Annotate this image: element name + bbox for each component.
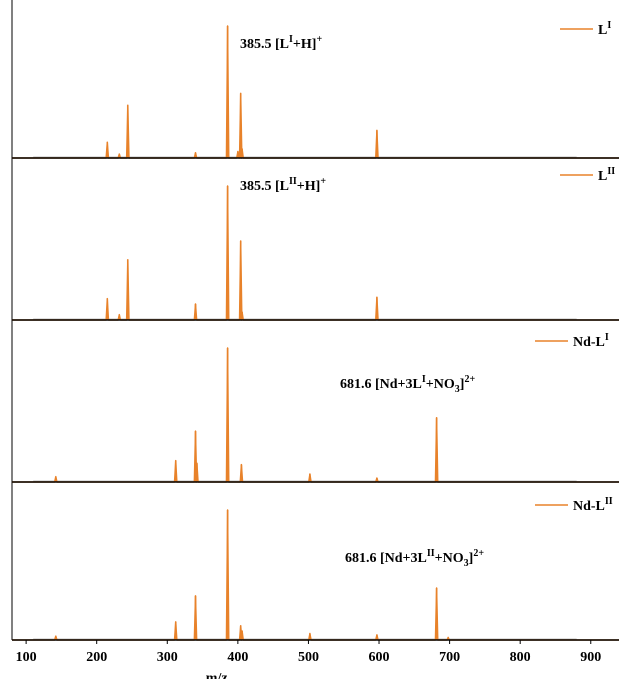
- peak-annotation-part: [Nd+3L: [375, 377, 422, 392]
- peak-annotation: 681.6 [Nd+3LI+NO3]2+: [340, 374, 475, 395]
- legend-label-sup: I: [605, 332, 609, 343]
- peak-annotation-part: +H]: [293, 37, 317, 52]
- peak-annotation-part: +: [320, 176, 326, 187]
- peak-annotation-part: ]: [460, 377, 465, 392]
- legend-label-main: L: [598, 169, 607, 184]
- peak-annotation-value: 681.6: [340, 377, 375, 392]
- peak-annotation-part: +: [316, 34, 322, 45]
- legend-label-sup: II: [607, 166, 615, 177]
- peak-annotation: 385.5 [LI+H]+: [240, 34, 322, 52]
- peak-annotation-part: +H]: [297, 179, 321, 194]
- x-tick-label-900: 900: [580, 650, 601, 665]
- legend-label-main: Nd-L: [573, 499, 605, 514]
- x-tick-label-200: 200: [86, 650, 107, 665]
- x-tick-label-500: 500: [298, 650, 319, 665]
- peak-annotation-part: 2+: [473, 548, 484, 559]
- peak-annotation-part: 2+: [464, 374, 475, 385]
- x-tick-label-800: 800: [510, 650, 531, 665]
- peak-annotation-part: [Nd+3L: [380, 551, 427, 566]
- peak-annotation-part: [L: [275, 179, 289, 194]
- spectrum-trace: [12, 185, 619, 321]
- x-axis-title: m/z: [206, 671, 228, 679]
- peak-annotation-part: +NO: [426, 377, 455, 392]
- legend-label: LII: [598, 166, 615, 184]
- x-tick-label-100: 100: [16, 650, 37, 665]
- peak-annotation-value: 385.5: [240, 37, 275, 52]
- peak-annotation-part: I: [289, 34, 293, 45]
- peak-annotation-part: I: [422, 374, 426, 385]
- legend-label: LI: [598, 20, 611, 38]
- legend-label-main: L: [598, 23, 607, 38]
- legend-label-main: Nd-L: [573, 335, 605, 350]
- peak-annotation-part: ]: [469, 551, 474, 566]
- x-tick-label-400: 400: [227, 650, 248, 665]
- spectrum-trace: [12, 347, 619, 483]
- legend-label: Nd-LI: [573, 332, 609, 350]
- x-tick-label-700: 700: [439, 650, 460, 665]
- legend-label: Nd-LII: [573, 496, 613, 514]
- peak-annotation: 681.6 [Nd+3LII+NO3]2+: [345, 548, 484, 569]
- peak-annotation-part: II: [289, 176, 297, 187]
- spectrum-trace: [12, 509, 619, 641]
- peak-annotation-part: 3: [455, 384, 460, 395]
- legend-label-sup: II: [605, 496, 613, 507]
- peak-annotation-part: 3: [464, 558, 469, 569]
- x-tick-label-600: 600: [369, 650, 390, 665]
- x-tick-label-300: 300: [157, 650, 178, 665]
- peak-annotation-value: 385.5: [240, 179, 275, 194]
- peak-annotation-part: II: [427, 548, 435, 559]
- peak-annotation-value: 681.6: [345, 551, 380, 566]
- peak-annotation: 385.5 [LII+H]+: [240, 176, 326, 194]
- peak-annotation-part: +NO: [435, 551, 464, 566]
- peak-annotation-part: [L: [275, 37, 289, 52]
- legend-label-sup: I: [607, 20, 611, 31]
